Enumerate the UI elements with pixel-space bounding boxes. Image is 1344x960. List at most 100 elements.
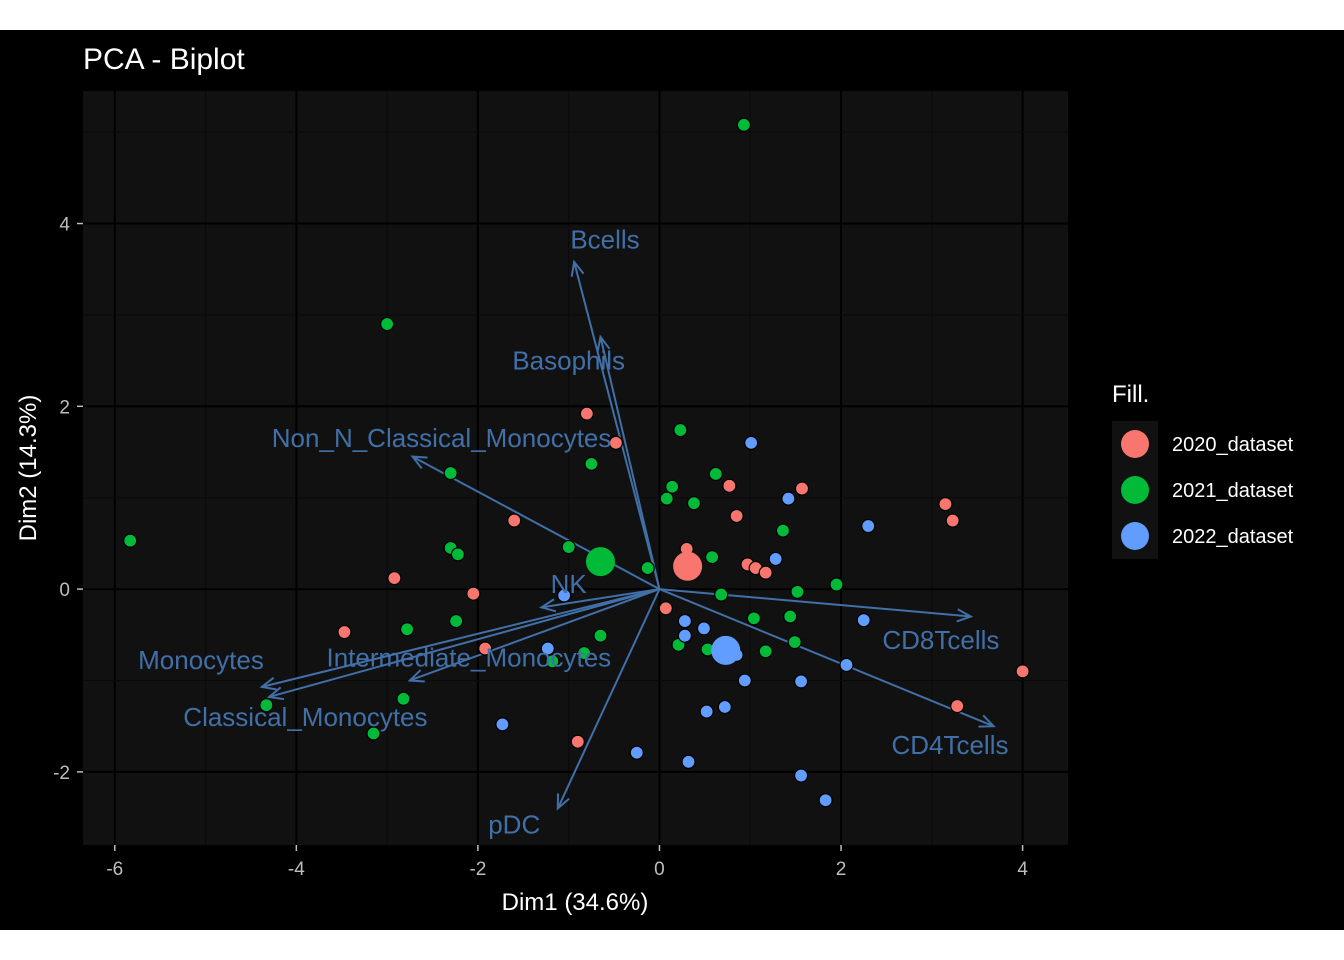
legend-swatch-2021-dataset xyxy=(1121,476,1149,504)
arrow-pdc xyxy=(556,588,661,809)
arrowhead-pdc xyxy=(556,793,570,811)
centroid-2020-dataset xyxy=(673,551,703,581)
point-2020-dataset xyxy=(945,513,960,528)
variable-label-cd4tcells: CD4Tcells xyxy=(891,730,1008,760)
point-2020-dataset xyxy=(478,641,493,656)
point-2022-dataset xyxy=(793,768,809,783)
point-2022-dataset xyxy=(818,793,833,808)
point-2022-dataset xyxy=(717,699,732,715)
centroid-2021-dataset xyxy=(585,547,615,577)
plot-panel xyxy=(83,91,1068,845)
point-2022-dataset xyxy=(677,613,692,629)
point-2021-dataset xyxy=(790,584,805,599)
point-2021-dataset xyxy=(829,577,844,592)
arrowhead-non-n-classical-monocytes xyxy=(410,455,428,470)
point-2022-dataset xyxy=(677,628,692,643)
point-2021-dataset xyxy=(673,422,688,438)
variable-label-classical-monocytes: Classical_Monocytes xyxy=(183,702,427,732)
point-2021-dataset xyxy=(665,479,680,494)
point-2021-dataset xyxy=(366,726,381,741)
point-2021-dataset xyxy=(787,635,802,650)
point-2021-dataset xyxy=(443,465,458,481)
point-2021-dataset xyxy=(396,691,411,706)
point-2022-dataset xyxy=(495,717,510,732)
grid-lines xyxy=(83,91,1068,845)
arrowhead-intermediate-monocytes xyxy=(407,669,425,683)
point-2021-dataset xyxy=(736,117,752,132)
point-2020-dataset xyxy=(337,624,352,640)
point-2021-dataset xyxy=(746,611,761,626)
point-2021-dataset xyxy=(659,491,674,506)
y-tick-label: 2 xyxy=(59,397,70,418)
point-2021-dataset xyxy=(775,523,791,538)
y-tick-label: 0 xyxy=(59,580,70,601)
arrow-bcells xyxy=(573,261,661,590)
x-tick-label: 4 xyxy=(1017,859,1028,880)
point-2022-dataset xyxy=(856,613,871,628)
chart-frame: PCA - Biplot Bcells Basophils Non_N_Classi… xyxy=(0,30,1344,930)
legend-title: Fill. xyxy=(1112,381,1149,408)
variable-label-nk: NK xyxy=(551,569,588,599)
point-2022-dataset xyxy=(781,491,796,506)
point-2020-dataset xyxy=(722,478,737,493)
pca-biplot-chart: PCA - Biplot Bcells Basophils Non_N_Classi… xyxy=(15,43,1294,916)
point-2022-dataset xyxy=(744,435,759,450)
legend-label-2021-dataset: 2021_dataset xyxy=(1172,480,1294,502)
point-2021-dataset xyxy=(708,466,723,482)
arrow-cd8tcells xyxy=(659,588,971,618)
legend-swatch-2022-dataset xyxy=(1121,522,1149,550)
variable-arrows xyxy=(259,259,996,811)
point-2021-dataset xyxy=(380,316,395,332)
point-2021-dataset xyxy=(640,560,655,576)
point-2020-dataset xyxy=(794,481,810,496)
x-tick-label: 0 xyxy=(654,859,665,880)
point-2020-dataset xyxy=(466,586,481,601)
y-tick-label: -2 xyxy=(53,763,70,784)
arrow-monocytes xyxy=(261,588,660,688)
y-axis-title: Dim2 (14.3%) xyxy=(15,395,42,542)
point-2022-dataset xyxy=(839,657,854,673)
point-2022-dataset xyxy=(861,518,876,534)
x-tick-label: -4 xyxy=(288,859,305,880)
variable-label-pdc: pDC xyxy=(488,810,540,840)
point-2021-dataset xyxy=(705,550,720,565)
axes: -6 -4 -2 0 2 4 -2 0 2 4 xyxy=(53,215,1028,880)
point-2021-dataset xyxy=(714,587,729,602)
legend-label-2022-dataset: 2022_dataset xyxy=(1172,526,1294,548)
arrowhead-nk xyxy=(539,598,557,613)
legend-label-2020-dataset: 2020_dataset xyxy=(1172,434,1294,456)
variable-label-cd8tcells: CD8Tcells xyxy=(882,625,999,655)
x-tick-label: -6 xyxy=(106,859,123,880)
point-2020-dataset xyxy=(758,565,773,580)
point-2020-dataset xyxy=(729,508,744,524)
arrowhead-cd8tcells xyxy=(956,608,974,623)
point-2021-dataset xyxy=(584,456,599,471)
point-2022-dataset xyxy=(540,641,555,656)
variable-label-intermediate-monocytes: Intermediate_Monocytes xyxy=(326,642,611,672)
arrowhead-classical-monocytes xyxy=(266,686,285,701)
point-2020-dataset xyxy=(570,734,585,749)
point-2021-dataset xyxy=(123,533,138,548)
data-points xyxy=(123,117,1030,808)
point-2020-dataset xyxy=(950,698,965,714)
point-2020-dataset xyxy=(387,571,402,586)
point-2020-dataset xyxy=(658,601,673,616)
arrow-classical-monocytes xyxy=(268,588,660,698)
centroid-2022-dataset xyxy=(711,635,741,665)
point-2021-dataset xyxy=(450,547,466,562)
x-axis-title: Dim1 (34.6%) xyxy=(502,889,649,916)
arrow-basophils xyxy=(599,336,661,590)
point-2021-dataset xyxy=(545,654,560,669)
arrow-nk xyxy=(541,588,660,609)
point-2020-dataset xyxy=(507,513,522,528)
variable-label-monocytes: Monocytes xyxy=(138,645,264,675)
point-2021-dataset xyxy=(399,622,415,637)
point-2020-dataset xyxy=(608,435,623,450)
point-2020-dataset xyxy=(938,497,953,512)
arrow-intermediate-monocytes xyxy=(409,588,660,682)
point-2021-dataset xyxy=(758,644,773,659)
point-2022-dataset xyxy=(629,745,644,760)
arrow-cd4tcells xyxy=(659,588,994,728)
x-tick-label: -2 xyxy=(469,859,486,880)
x-tick-label: 2 xyxy=(836,859,847,880)
